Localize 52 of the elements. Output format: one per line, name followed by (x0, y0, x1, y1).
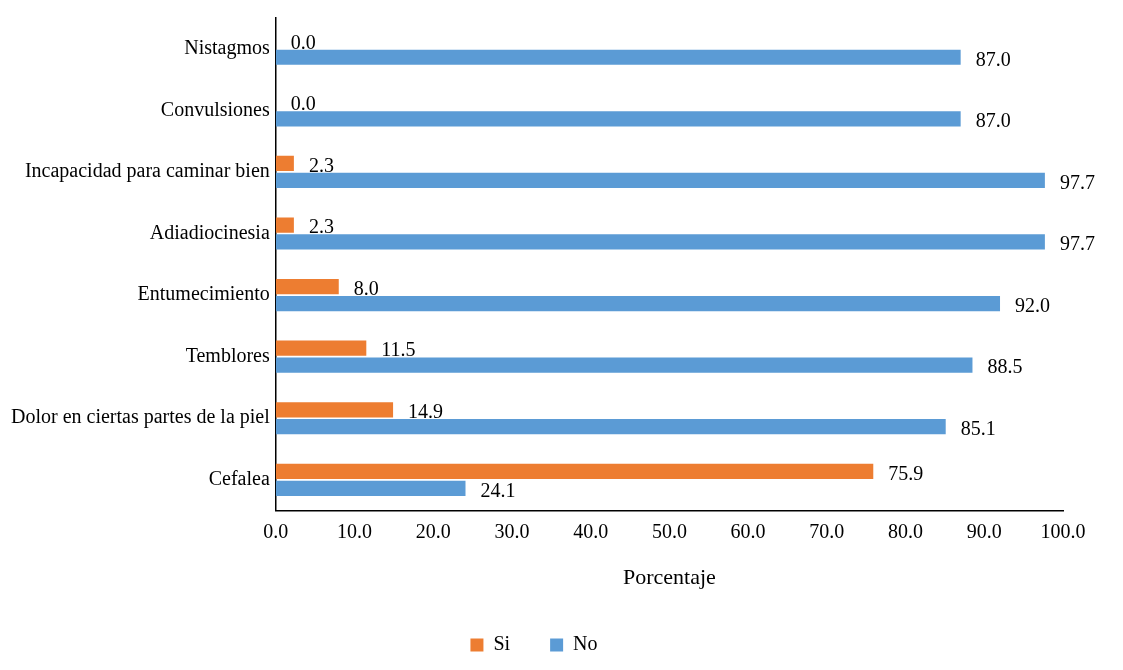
data-label: 87.0 (975, 109, 1011, 132)
data-label: 11.5 (381, 338, 416, 361)
bar (275, 340, 367, 356)
data-label: 24.1 (480, 478, 516, 501)
x-tick-label: 90.0 (966, 519, 1002, 542)
bar (275, 357, 973, 373)
bar (275, 234, 1045, 250)
x-tick-label: 50.0 (651, 519, 687, 542)
data-label: 87.0 (975, 47, 1011, 70)
data-label: 2.3 (308, 215, 334, 238)
legend-label: No (573, 632, 598, 655)
bar (275, 217, 294, 233)
y-tick-label: Convulsiones (160, 97, 270, 120)
x-tick-label: 100.0 (1040, 519, 1086, 542)
x-tick-label: 80.0 (888, 519, 924, 542)
data-label: 92.0 (1015, 293, 1051, 316)
x-tick-label: 10.0 (337, 519, 372, 542)
y-tick-label: Nistagmos (184, 36, 270, 60)
y-tick-label: Entumecimiento (137, 282, 270, 305)
y-tick-label: Temblores (185, 343, 270, 366)
y-tick-label: Cefalea (208, 467, 270, 490)
y-tick-label: Incapacidad para caminar bien (24, 159, 270, 183)
bar (275, 172, 1045, 189)
bar (275, 155, 294, 172)
data-label: 8.0 (353, 276, 379, 299)
bar (275, 49, 961, 65)
bar (275, 480, 466, 496)
data-label: 2.3 (308, 153, 334, 176)
x-axis-title: Porcentaje (622, 563, 716, 589)
data-label: 97.7 (1059, 170, 1095, 193)
bar (275, 402, 394, 418)
x-tick-label: 70.0 (809, 519, 845, 542)
data-label: 0.0 (290, 30, 316, 53)
x-tick-label: 40.0 (573, 519, 609, 542)
x-tick-label: 30.0 (494, 519, 530, 542)
bar (275, 419, 946, 435)
data-label: 75.9 (888, 461, 924, 484)
x-tick-label: 60.0 (730, 519, 766, 542)
data-label: 85.1 (960, 416, 996, 439)
legend-label: Si (493, 632, 511, 655)
bar (275, 279, 339, 295)
data-label: 88.5 (987, 355, 1023, 378)
x-tick-label: 20.0 (415, 519, 451, 542)
data-label: 14.9 (408, 400, 444, 423)
y-tick-label: Dolor en ciertas partes de la piel (11, 405, 271, 429)
data-label: 0.0 (290, 92, 316, 115)
y-tick-label: Adiadiocinesia (149, 220, 270, 243)
bar (275, 463, 874, 479)
bar (275, 295, 1001, 312)
data-label: 97.7 (1059, 232, 1095, 255)
bar (275, 111, 961, 127)
x-tick-label: 0.0 (263, 519, 289, 542)
